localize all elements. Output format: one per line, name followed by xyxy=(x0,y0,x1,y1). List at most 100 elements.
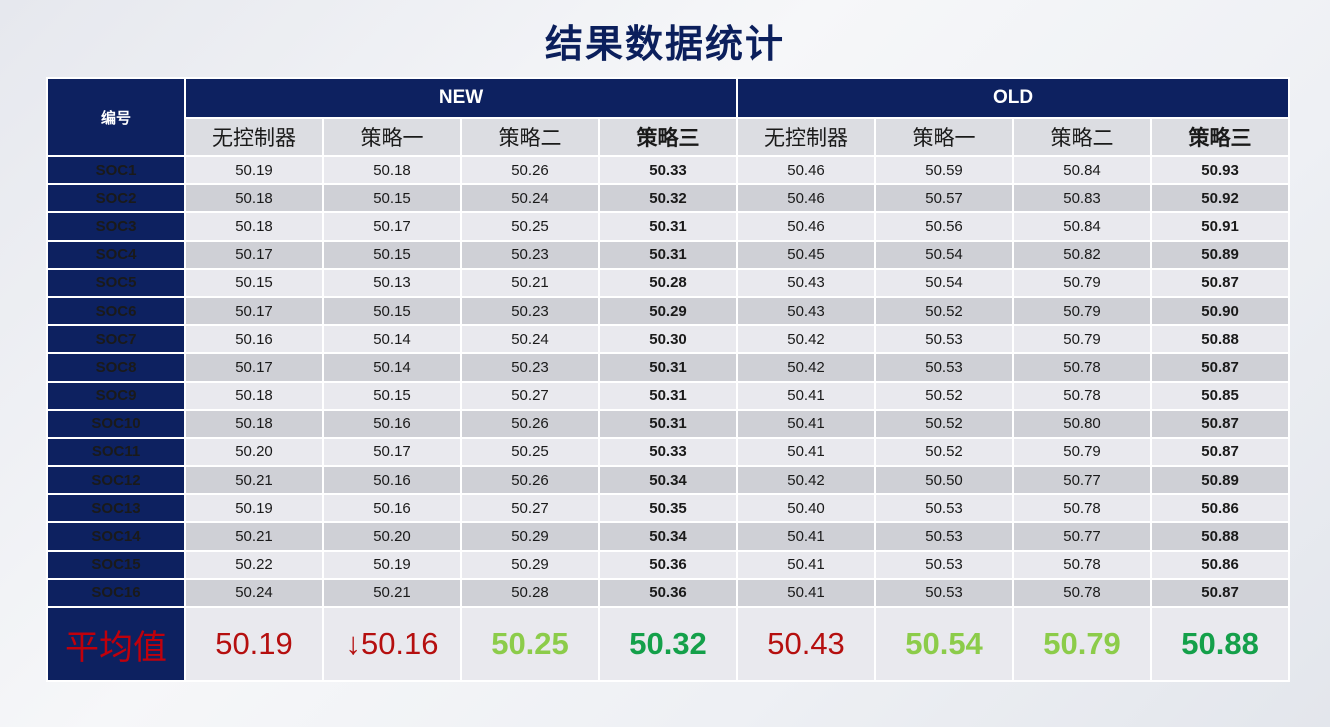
table-row: SOC15 50.22 50.19 50.29 50.36 50.41 50.53 50.78… xyxy=(46,549,1291,580)
value-cell-new-2: 50.28 xyxy=(460,577,600,609)
value-cell-new-3: 50.31 xyxy=(597,380,739,411)
value-cell-old-0: 50.43 xyxy=(736,295,877,327)
value-cell-old-1: 50.57 xyxy=(874,183,1015,214)
value-cell-new-3: 50.36 xyxy=(597,577,739,609)
value-cell-old-1: 50.59 xyxy=(874,154,1015,186)
average-label: 平均值 xyxy=(46,606,186,682)
value-cell-new-3: 50.31 xyxy=(597,239,739,270)
value-cell-new-2: 50.26 xyxy=(460,465,600,496)
value-cell-new-0: 50.18 xyxy=(184,183,324,214)
table-row: SOC2 50.18 50.15 50.24 50.32 50.46 50.57 50.83 5… xyxy=(46,183,1291,214)
value-cell-new-0: 50.17 xyxy=(184,239,324,270)
value-cell-new-0: 50.17 xyxy=(184,352,324,383)
row-id-cell: SOC3 xyxy=(46,211,186,242)
value-cell-new-1: 50.14 xyxy=(322,352,462,383)
row-id-cell: SOC6 xyxy=(46,295,186,327)
value-cell-old-3: 50.91 xyxy=(1150,211,1291,242)
average-value-text: 50.16 xyxy=(360,626,439,661)
value-cell-new-1: 50.15 xyxy=(322,380,462,411)
value-cell-new-0: 50.20 xyxy=(184,436,324,468)
value-cell-old-1: 50.53 xyxy=(874,352,1015,383)
value-cell-old-1: 50.52 xyxy=(874,380,1015,411)
value-cell-old-0: 50.42 xyxy=(736,324,877,355)
row-id-cell: SOC15 xyxy=(46,549,186,580)
value-cell-new-0: 50.18 xyxy=(184,380,324,411)
row-id-cell: SOC5 xyxy=(46,267,186,298)
value-cell-old-2: 50.78 xyxy=(1012,549,1153,580)
value-cell-new-1: 50.15 xyxy=(322,239,462,270)
results-table-body: 编号 NEW OLD 无控制器 策略一 策略二 策略三 无控制器 策略一 策略二… xyxy=(46,77,1291,682)
value-cell-new-0: 50.16 xyxy=(184,324,324,355)
row-id-cell: SOC4 xyxy=(46,239,186,270)
value-cell-new-2: 50.23 xyxy=(460,295,600,327)
table-row: SOC8 50.17 50.14 50.23 50.31 50.42 50.53 50.78 5… xyxy=(46,352,1291,383)
table-row: SOC13 50.19 50.16 50.27 50.35 50.40 50.53 50.78… xyxy=(46,493,1291,524)
value-cell-new-0: 50.22 xyxy=(184,549,324,580)
row-id-cell: SOC10 xyxy=(46,408,186,439)
value-cell-new-2: 50.23 xyxy=(460,352,600,383)
value-cell-new-0: 50.21 xyxy=(184,465,324,496)
table-row: SOC5 50.15 50.13 50.21 50.28 50.43 50.54 50.79 5… xyxy=(46,267,1291,298)
table-row: SOC3 50.18 50.17 50.25 50.31 50.46 50.56 50.84 5… xyxy=(46,211,1291,242)
value-cell-new-0: 50.17 xyxy=(184,295,324,327)
value-cell-new-2: 50.25 xyxy=(460,436,600,468)
value-cell-new-3: 50.36 xyxy=(597,549,739,580)
row-id-cell: SOC9 xyxy=(46,380,186,411)
value-cell-new-0: 50.24 xyxy=(184,577,324,609)
strategy-header-new-2: 策略二 xyxy=(460,117,600,157)
value-cell-new-0: 50.18 xyxy=(184,211,324,242)
value-cell-new-3: 50.33 xyxy=(597,436,739,468)
value-cell-old-1: 50.53 xyxy=(874,549,1015,580)
value-cell-old-2: 50.82 xyxy=(1012,239,1153,270)
strategy-header-new-1: 策略一 xyxy=(322,117,462,157)
table-row: SOC9 50.18 50.15 50.27 50.31 50.41 50.52 50.78 5… xyxy=(46,380,1291,411)
strategy-header-old-3: 策略三 xyxy=(1150,117,1291,157)
row-id-cell: SOC2 xyxy=(46,183,186,214)
value-cell-new-1: 50.21 xyxy=(322,577,462,609)
value-cell-new-3: 50.29 xyxy=(597,295,739,327)
table-row: SOC14 50.21 50.20 50.29 50.34 50.41 50.53 50.77… xyxy=(46,521,1291,552)
value-cell-new-0: 50.21 xyxy=(184,521,324,552)
value-cell-old-0: 50.45 xyxy=(736,239,877,270)
value-cell-new-3: 50.33 xyxy=(597,154,739,186)
value-cell-new-3: 50.35 xyxy=(597,493,739,524)
value-cell-new-1: 50.14 xyxy=(322,324,462,355)
value-cell-old-1: 50.56 xyxy=(874,211,1015,242)
table-row: SOC1 50.19 50.18 50.26 50.33 50.46 50.59 50.84 5… xyxy=(46,154,1291,186)
average-value-old-2: 50.79 xyxy=(1012,606,1153,682)
table-row: SOC6 50.17 50.15 50.23 50.29 50.43 50.52 50.79 5… xyxy=(46,295,1291,327)
strategy-header-new-none: 无控制器 xyxy=(184,117,324,157)
value-cell-old-0: 50.41 xyxy=(736,380,877,411)
value-cell-new-3: 50.34 xyxy=(597,465,739,496)
value-cell-new-2: 50.23 xyxy=(460,239,600,270)
value-cell-old-3: 50.90 xyxy=(1150,295,1291,327)
id-column-header: 编号 xyxy=(46,77,186,157)
value-cell-old-2: 50.79 xyxy=(1012,324,1153,355)
value-cell-old-2: 50.79 xyxy=(1012,267,1153,298)
value-cell-old-1: 50.52 xyxy=(874,436,1015,468)
value-cell-old-1: 50.52 xyxy=(874,295,1015,327)
row-id-cell: SOC16 xyxy=(46,577,186,609)
average-value-old-1: 50.54 xyxy=(874,606,1015,682)
value-cell-new-1: 50.16 xyxy=(322,493,462,524)
value-cell-old-3: 50.86 xyxy=(1150,549,1291,580)
value-cell-old-3: 50.92 xyxy=(1150,183,1291,214)
value-cell-new-3: 50.32 xyxy=(597,183,739,214)
table-row: SOC10 50.18 50.16 50.26 50.31 50.41 50.52 50.80… xyxy=(46,408,1291,439)
row-id-cell: SOC1 xyxy=(46,154,186,186)
value-cell-old-0: 50.46 xyxy=(736,183,877,214)
average-value-old-3: 50.88 xyxy=(1150,606,1291,682)
value-cell-old-0: 50.41 xyxy=(736,408,877,439)
value-cell-new-2: 50.29 xyxy=(460,521,600,552)
table-row: SOC16 50.24 50.21 50.28 50.36 50.41 50.53 50.78… xyxy=(46,577,1291,609)
value-cell-new-3: 50.31 xyxy=(597,211,739,242)
value-cell-new-2: 50.21 xyxy=(460,267,600,298)
average-value-new-3: 50.32 xyxy=(597,606,739,682)
value-cell-old-2: 50.79 xyxy=(1012,436,1153,468)
value-cell-old-2: 50.84 xyxy=(1012,154,1153,186)
average-value-old-0: 50.43 xyxy=(736,606,877,682)
value-cell-old-0: 50.42 xyxy=(736,465,877,496)
row-id-cell: SOC14 xyxy=(46,521,186,552)
value-cell-old-3: 50.85 xyxy=(1150,380,1291,411)
value-cell-old-3: 50.87 xyxy=(1150,436,1291,468)
